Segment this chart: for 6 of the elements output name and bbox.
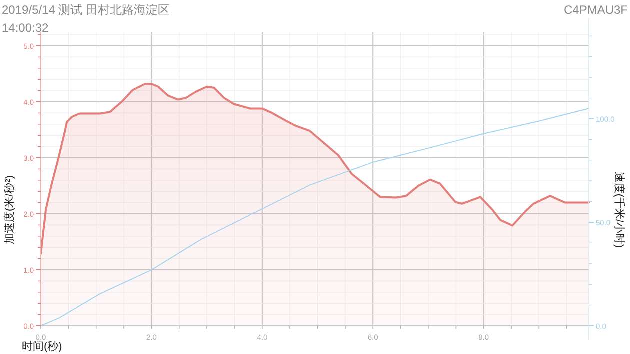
x-axis-title: 时间(秒) bbox=[22, 340, 62, 353]
text: C4PMAU3F bbox=[564, 3, 628, 17]
y2-axis-title: 速度(千米/小时) bbox=[613, 172, 626, 248]
chart-subtitle: 14:00:32 bbox=[2, 21, 50, 35]
y-axis-title: 加速度(米/秒²) bbox=[3, 175, 16, 245]
chart-title: 2019/5/14 测试 田村北路海淀区 bbox=[2, 3, 170, 17]
